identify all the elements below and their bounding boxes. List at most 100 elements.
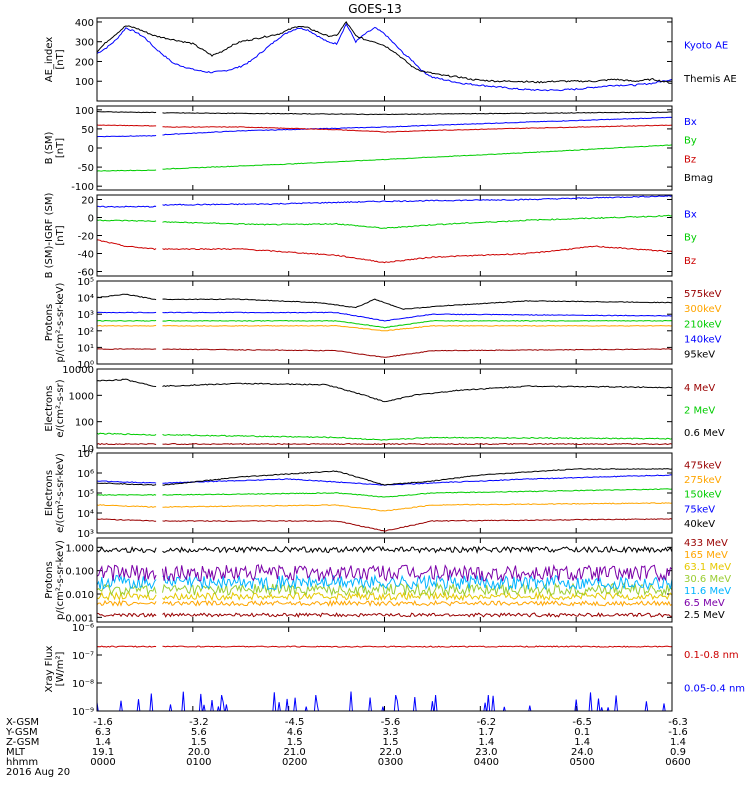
series-line <box>97 22 672 92</box>
x-tick-label: -1.6 <box>668 727 688 738</box>
legend-entry: 11.6 MeV <box>684 586 731 597</box>
series-line <box>97 480 157 484</box>
series-line <box>162 442 672 446</box>
series-line <box>97 591 157 602</box>
x-tick-label: 23.0 <box>475 747 497 758</box>
legend-entry: 95keV <box>684 349 715 360</box>
legend-entry: 165 MeV <box>684 550 728 561</box>
series-line <box>97 21 672 84</box>
y-axis-label: Protons <box>44 304 55 341</box>
y-tick-label: 10⁻⁸ <box>72 679 94 690</box>
x-tick-label: 24.0 <box>571 747 593 758</box>
y-tick-label: 10⁶ <box>77 469 94 480</box>
y-tick-label: 10000 <box>62 365 94 376</box>
y-tick-label: 10 <box>81 444 94 455</box>
x-tick-label: 20.0 <box>188 747 210 758</box>
x-tick-label: 1.5 <box>287 737 303 748</box>
x-tick-label: 0200 <box>282 757 307 768</box>
legend-entry: 2 MeV <box>684 406 715 417</box>
x-tick-label: -6.3 <box>668 717 688 728</box>
x-tick-label: -5.6 <box>381 717 401 728</box>
series-line <box>97 504 157 508</box>
y-tick-label: 10⁷ <box>77 449 94 460</box>
x-tick-label: 1.4 <box>670 737 686 748</box>
series-line <box>162 468 672 486</box>
y-tick-label: 100 <box>75 77 94 88</box>
series-line <box>162 311 672 322</box>
series-line <box>162 382 672 403</box>
legend-entry: 275keV <box>684 475 722 486</box>
y-tick-label: -50 <box>78 163 94 174</box>
x-tick-label: 6.3 <box>95 727 111 738</box>
series-line <box>97 378 157 387</box>
series-line <box>162 111 672 116</box>
series-line <box>162 599 672 608</box>
x-tick-label: 1.4 <box>95 737 111 748</box>
panel-frame <box>96 537 673 623</box>
y-tick-label: 50 <box>81 125 94 136</box>
series-line <box>97 110 157 114</box>
y-tick-label: -20 <box>78 232 94 243</box>
y-tick-label: 10⁴ <box>77 294 94 305</box>
y-tick-label: 10¹ <box>77 343 94 354</box>
x-tick-label: 0600 <box>665 757 690 768</box>
legend-entry: 475keV <box>684 461 722 472</box>
series-line <box>162 612 672 618</box>
panel-frame <box>96 626 673 712</box>
y-axis-label: B (SM)-IGRF (SM) <box>44 193 55 279</box>
x-tick-label: 0400 <box>474 757 499 768</box>
y-tick-label: 10³ <box>77 529 94 540</box>
panel-7 <box>96 537 673 623</box>
legend-entry: 63.1 MeV <box>684 562 731 573</box>
series-line <box>162 563 672 583</box>
series-line <box>162 433 672 441</box>
x-axis-row-label: Y-GSM <box>5 727 38 738</box>
series-line <box>97 135 157 138</box>
series-line <box>162 545 672 554</box>
series-line <box>97 599 157 607</box>
x-tick-label: 0.9 <box>670 747 686 758</box>
series-line <box>162 195 672 206</box>
y-axis-label: [nT] <box>55 225 66 245</box>
series-line <box>97 494 157 496</box>
legend-entry: By <box>684 136 697 147</box>
x-tick-label: 1.4 <box>574 737 590 748</box>
y-tick-label: -100 <box>71 182 94 193</box>
y-tick-label: -60 <box>78 268 94 279</box>
y-axis-label: B (SM) <box>44 131 55 164</box>
x-axis-row-label: 2016 Aug 20 <box>6 767 70 778</box>
y-tick-label: 10⁻⁷ <box>72 651 94 662</box>
x-tick-label: 0000 <box>90 757 115 768</box>
legend-entry: Themis AE <box>683 74 737 85</box>
series-line <box>97 564 157 581</box>
panel-frame <box>96 368 673 449</box>
panel-frame <box>96 280 673 365</box>
y-axis-label: Protons <box>44 561 55 598</box>
x-tick-label: 0500 <box>569 757 594 768</box>
y-tick-label: 1.000 <box>65 543 94 554</box>
y-tick-label: 10² <box>77 327 94 338</box>
panel-2 <box>96 105 673 191</box>
series-line <box>162 324 672 332</box>
y-tick-label: 0.010 <box>65 590 94 601</box>
x-tick-label: 22.0 <box>379 747 401 758</box>
y-tick-label: 10³ <box>77 310 94 321</box>
series-line <box>162 348 672 358</box>
legend-entry: Bmag <box>684 173 713 184</box>
legend-entry: 4 MeV <box>684 383 715 394</box>
x-axis-row-label: hhmm <box>6 757 38 768</box>
x-tick-label: 1.5 <box>191 737 207 748</box>
y-axis-label: Electrons <box>44 470 55 516</box>
series-line <box>97 612 157 618</box>
series-line <box>97 574 157 590</box>
x-axis-row-label: Z-GSM <box>6 737 39 748</box>
series-line <box>162 518 672 532</box>
series-line <box>97 293 157 301</box>
x-tick-label: 1.4 <box>478 737 494 748</box>
panel-frame <box>96 452 673 534</box>
panel-1 <box>96 17 673 102</box>
y-tick-label: 1000 <box>69 391 94 402</box>
y-tick-label: 0 <box>88 144 94 155</box>
panel-6 <box>96 452 673 534</box>
legend-entry: Bz <box>684 256 696 267</box>
